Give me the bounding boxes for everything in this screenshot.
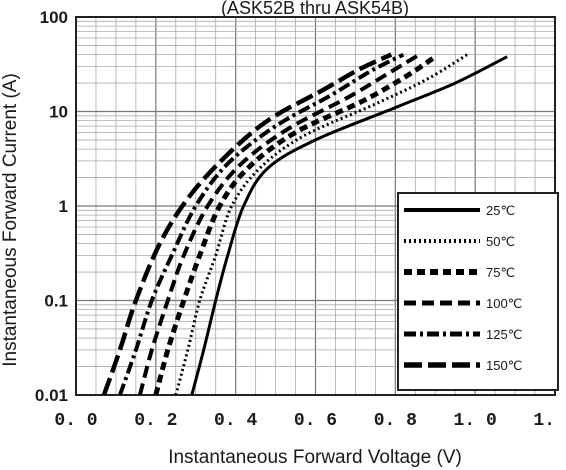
- legend-box: [397, 192, 559, 391]
- x-tick-label: 1. 0: [454, 411, 497, 431]
- y-axis-label: Instantaneous Forward Current (A): [0, 73, 21, 367]
- legend-label-4: 100℃: [486, 296, 522, 311]
- x-tick-label: 0. 8: [374, 411, 417, 431]
- series-layer: [101, 52, 508, 395]
- y-tick-label: 1: [59, 197, 68, 216]
- y-tick-label: 0.01: [35, 386, 68, 405]
- y-tick-labels: 100 10 1 0.1 0.01: [35, 8, 68, 405]
- series-line-6: [101, 52, 393, 395]
- x-tick-label: 0. 6: [294, 411, 337, 431]
- legend: 25℃ 50℃ 75℃ 100℃ 125℃ 150℃: [397, 192, 559, 391]
- series-line-5: [118, 52, 405, 395]
- y-tick-label: 10: [49, 103, 68, 122]
- x-axis-label: Instantaneous Forward Voltage (V): [168, 447, 462, 468]
- y-tick-label: 0.1: [44, 292, 68, 311]
- chart-title: (ASK52B thru ASK54B): [221, 0, 409, 18]
- legend-entries: 25℃ 50℃ 75℃ 100℃ 125℃ 150℃: [404, 203, 522, 373]
- x-tick-label: 1. 2: [533, 411, 566, 431]
- series-line-4: [137, 52, 421, 395]
- y-tick-label: 100: [40, 8, 68, 27]
- series-line-1: [190, 55, 508, 395]
- x-tick-labels: 0. 0 0. 2 0. 4 0. 6 0. 8 1. 0 1. 2: [54, 411, 566, 431]
- legend-label-5: 125℃: [486, 327, 522, 342]
- x-tick-label: 0. 2: [134, 411, 177, 431]
- x-tick-label: 0. 4: [214, 411, 257, 431]
- x-tick-label: 0. 0: [54, 411, 97, 431]
- legend-label-1: 25℃: [486, 203, 515, 218]
- series-line-3: [153, 54, 437, 395]
- legend-label-3: 75℃: [486, 265, 515, 280]
- legend-label-2: 50℃: [486, 234, 515, 249]
- legend-label-6: 150℃: [486, 358, 522, 373]
